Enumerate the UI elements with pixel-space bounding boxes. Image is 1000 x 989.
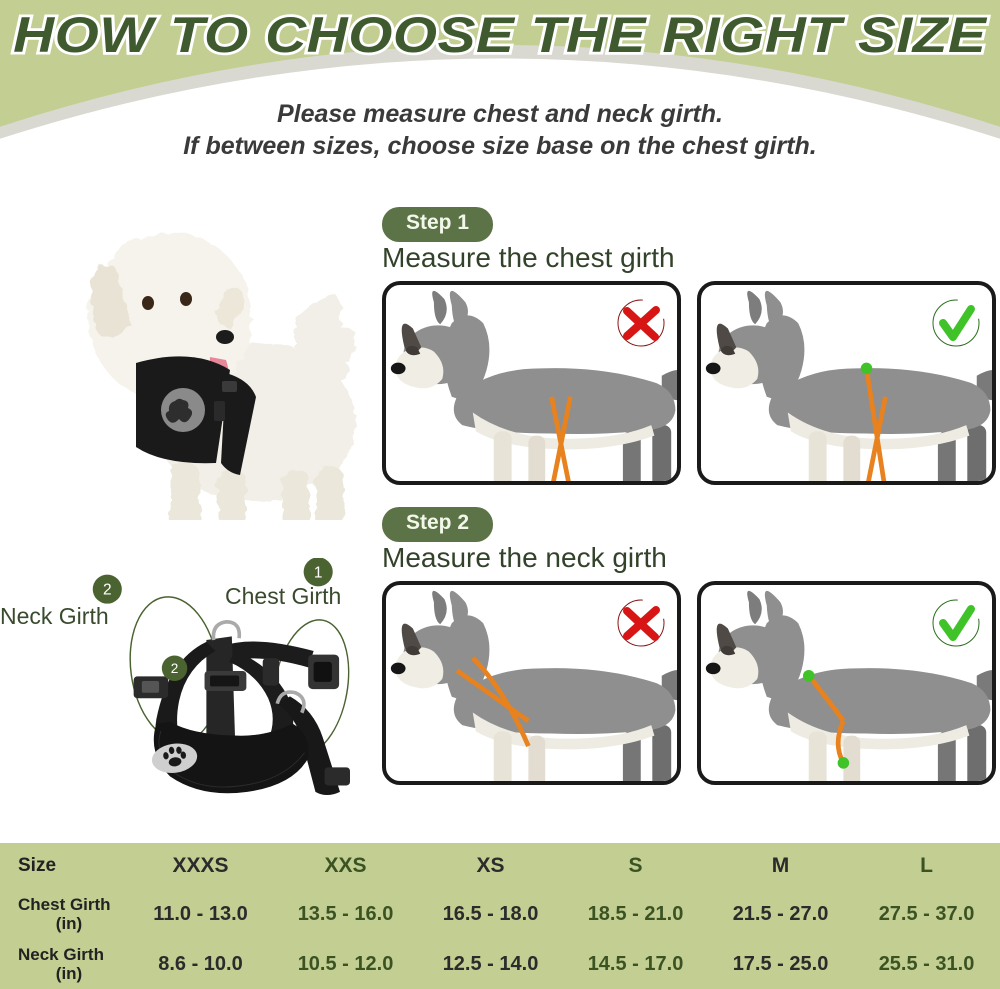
svg-text:2: 2	[171, 661, 179, 676]
svg-text:1: 1	[314, 564, 323, 581]
svg-text:2: 2	[103, 582, 112, 599]
